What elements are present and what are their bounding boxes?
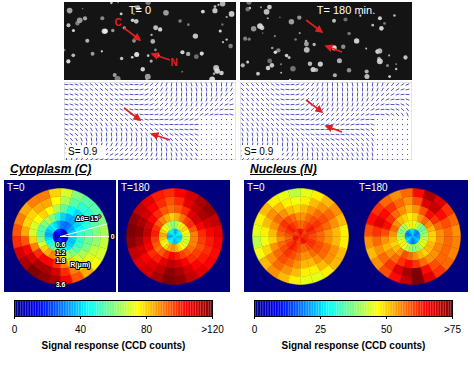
svg-text:0.6: 0.6 [56, 241, 66, 248]
svg-text:0: 0 [12, 324, 18, 335]
svg-text:>120: >120 [201, 324, 224, 335]
svg-text:80: 80 [141, 324, 153, 335]
svg-text:T= 180 min.: T= 180 min. [317, 4, 375, 16]
svg-text:1.8: 1.8 [56, 257, 66, 264]
svg-text:>75: >75 [444, 324, 461, 335]
html-text:T=0: T=0 [7, 182, 25, 193]
svg-text:Signal response (CCD counts): Signal response (CCD counts) [42, 340, 186, 351]
svg-text:R(μm): R(μm) [70, 261, 90, 269]
svg-text:40: 40 [75, 324, 87, 335]
html-text:T=180: T=180 [359, 182, 388, 193]
svg-text:S= 0.9: S= 0.9 [244, 146, 274, 157]
html-text:T=180: T=180 [121, 182, 150, 193]
svg-text:Δθ= 15°: Δθ= 15° [75, 215, 101, 222]
svg-text:S= 0.9: S= 0.9 [68, 146, 98, 157]
svg-text:T= 0: T= 0 [129, 4, 151, 16]
svg-text:3.6: 3.6 [56, 281, 66, 288]
html-text:T=0: T=0 [247, 182, 265, 193]
svg-text:0: 0 [111, 233, 115, 240]
svg-text:C: C [114, 17, 121, 28]
svg-text:N: N [170, 57, 177, 68]
svg-text:50: 50 [381, 324, 393, 335]
svg-text:25: 25 [315, 324, 327, 335]
svg-text:0: 0 [252, 324, 258, 335]
html-text:Nucleus (N): Nucleus (N) [250, 162, 317, 176]
html-text:Cytoplasm (C): Cytoplasm (C) [10, 162, 92, 176]
svg-text:1.2: 1.2 [56, 249, 66, 256]
svg-text:Signal response (CCD counts): Signal response (CCD counts) [282, 340, 426, 351]
